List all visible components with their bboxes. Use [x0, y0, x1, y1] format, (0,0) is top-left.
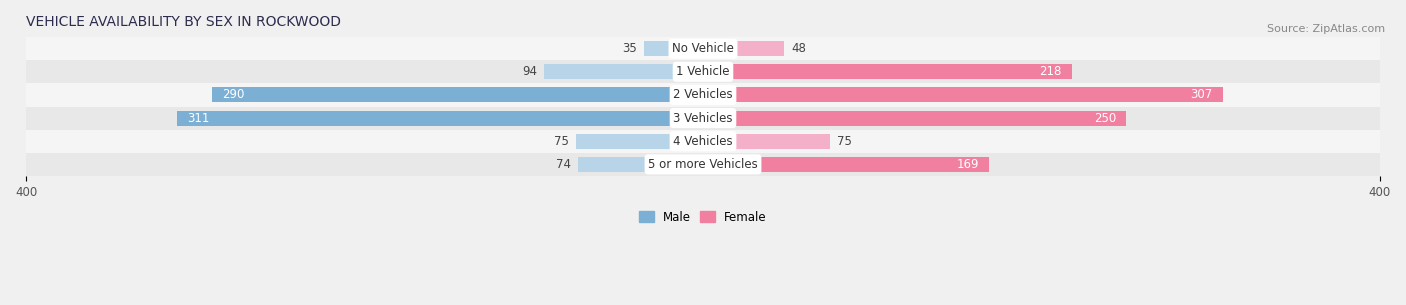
Text: 74: 74: [555, 158, 571, 171]
Bar: [544, 64, 703, 79]
Text: 5 or more Vehicles: 5 or more Vehicles: [648, 158, 758, 171]
Text: 35: 35: [623, 42, 637, 55]
Bar: [27, 37, 1379, 60]
Bar: [27, 153, 1379, 176]
Bar: [703, 134, 830, 149]
Text: 311: 311: [187, 112, 209, 124]
Bar: [578, 157, 703, 172]
Text: 75: 75: [554, 135, 569, 148]
Text: 169: 169: [956, 158, 979, 171]
Text: VEHICLE AVAILABILITY BY SEX IN ROCKWOOD: VEHICLE AVAILABILITY BY SEX IN ROCKWOOD: [27, 15, 342, 29]
Bar: [177, 110, 703, 126]
Bar: [703, 110, 1126, 126]
Text: Source: ZipAtlas.com: Source: ZipAtlas.com: [1267, 24, 1385, 34]
Bar: [212, 88, 703, 102]
Text: 218: 218: [1039, 65, 1062, 78]
Text: 4 Vehicles: 4 Vehicles: [673, 135, 733, 148]
Text: 1 Vehicle: 1 Vehicle: [676, 65, 730, 78]
Legend: Male, Female: Male, Female: [634, 206, 772, 228]
Bar: [644, 41, 703, 56]
Bar: [703, 88, 1222, 102]
Bar: [27, 106, 1379, 130]
Bar: [27, 130, 1379, 153]
Text: 2 Vehicles: 2 Vehicles: [673, 88, 733, 102]
Text: 48: 48: [792, 42, 806, 55]
Bar: [27, 83, 1379, 106]
Text: 307: 307: [1189, 88, 1212, 102]
Text: 290: 290: [222, 88, 245, 102]
Bar: [703, 64, 1071, 79]
Bar: [576, 134, 703, 149]
Text: 94: 94: [522, 65, 537, 78]
Text: 3 Vehicles: 3 Vehicles: [673, 112, 733, 124]
Bar: [703, 41, 785, 56]
Bar: [703, 157, 988, 172]
Text: 250: 250: [1094, 112, 1116, 124]
Bar: [27, 60, 1379, 83]
Text: 75: 75: [837, 135, 852, 148]
Text: No Vehicle: No Vehicle: [672, 42, 734, 55]
